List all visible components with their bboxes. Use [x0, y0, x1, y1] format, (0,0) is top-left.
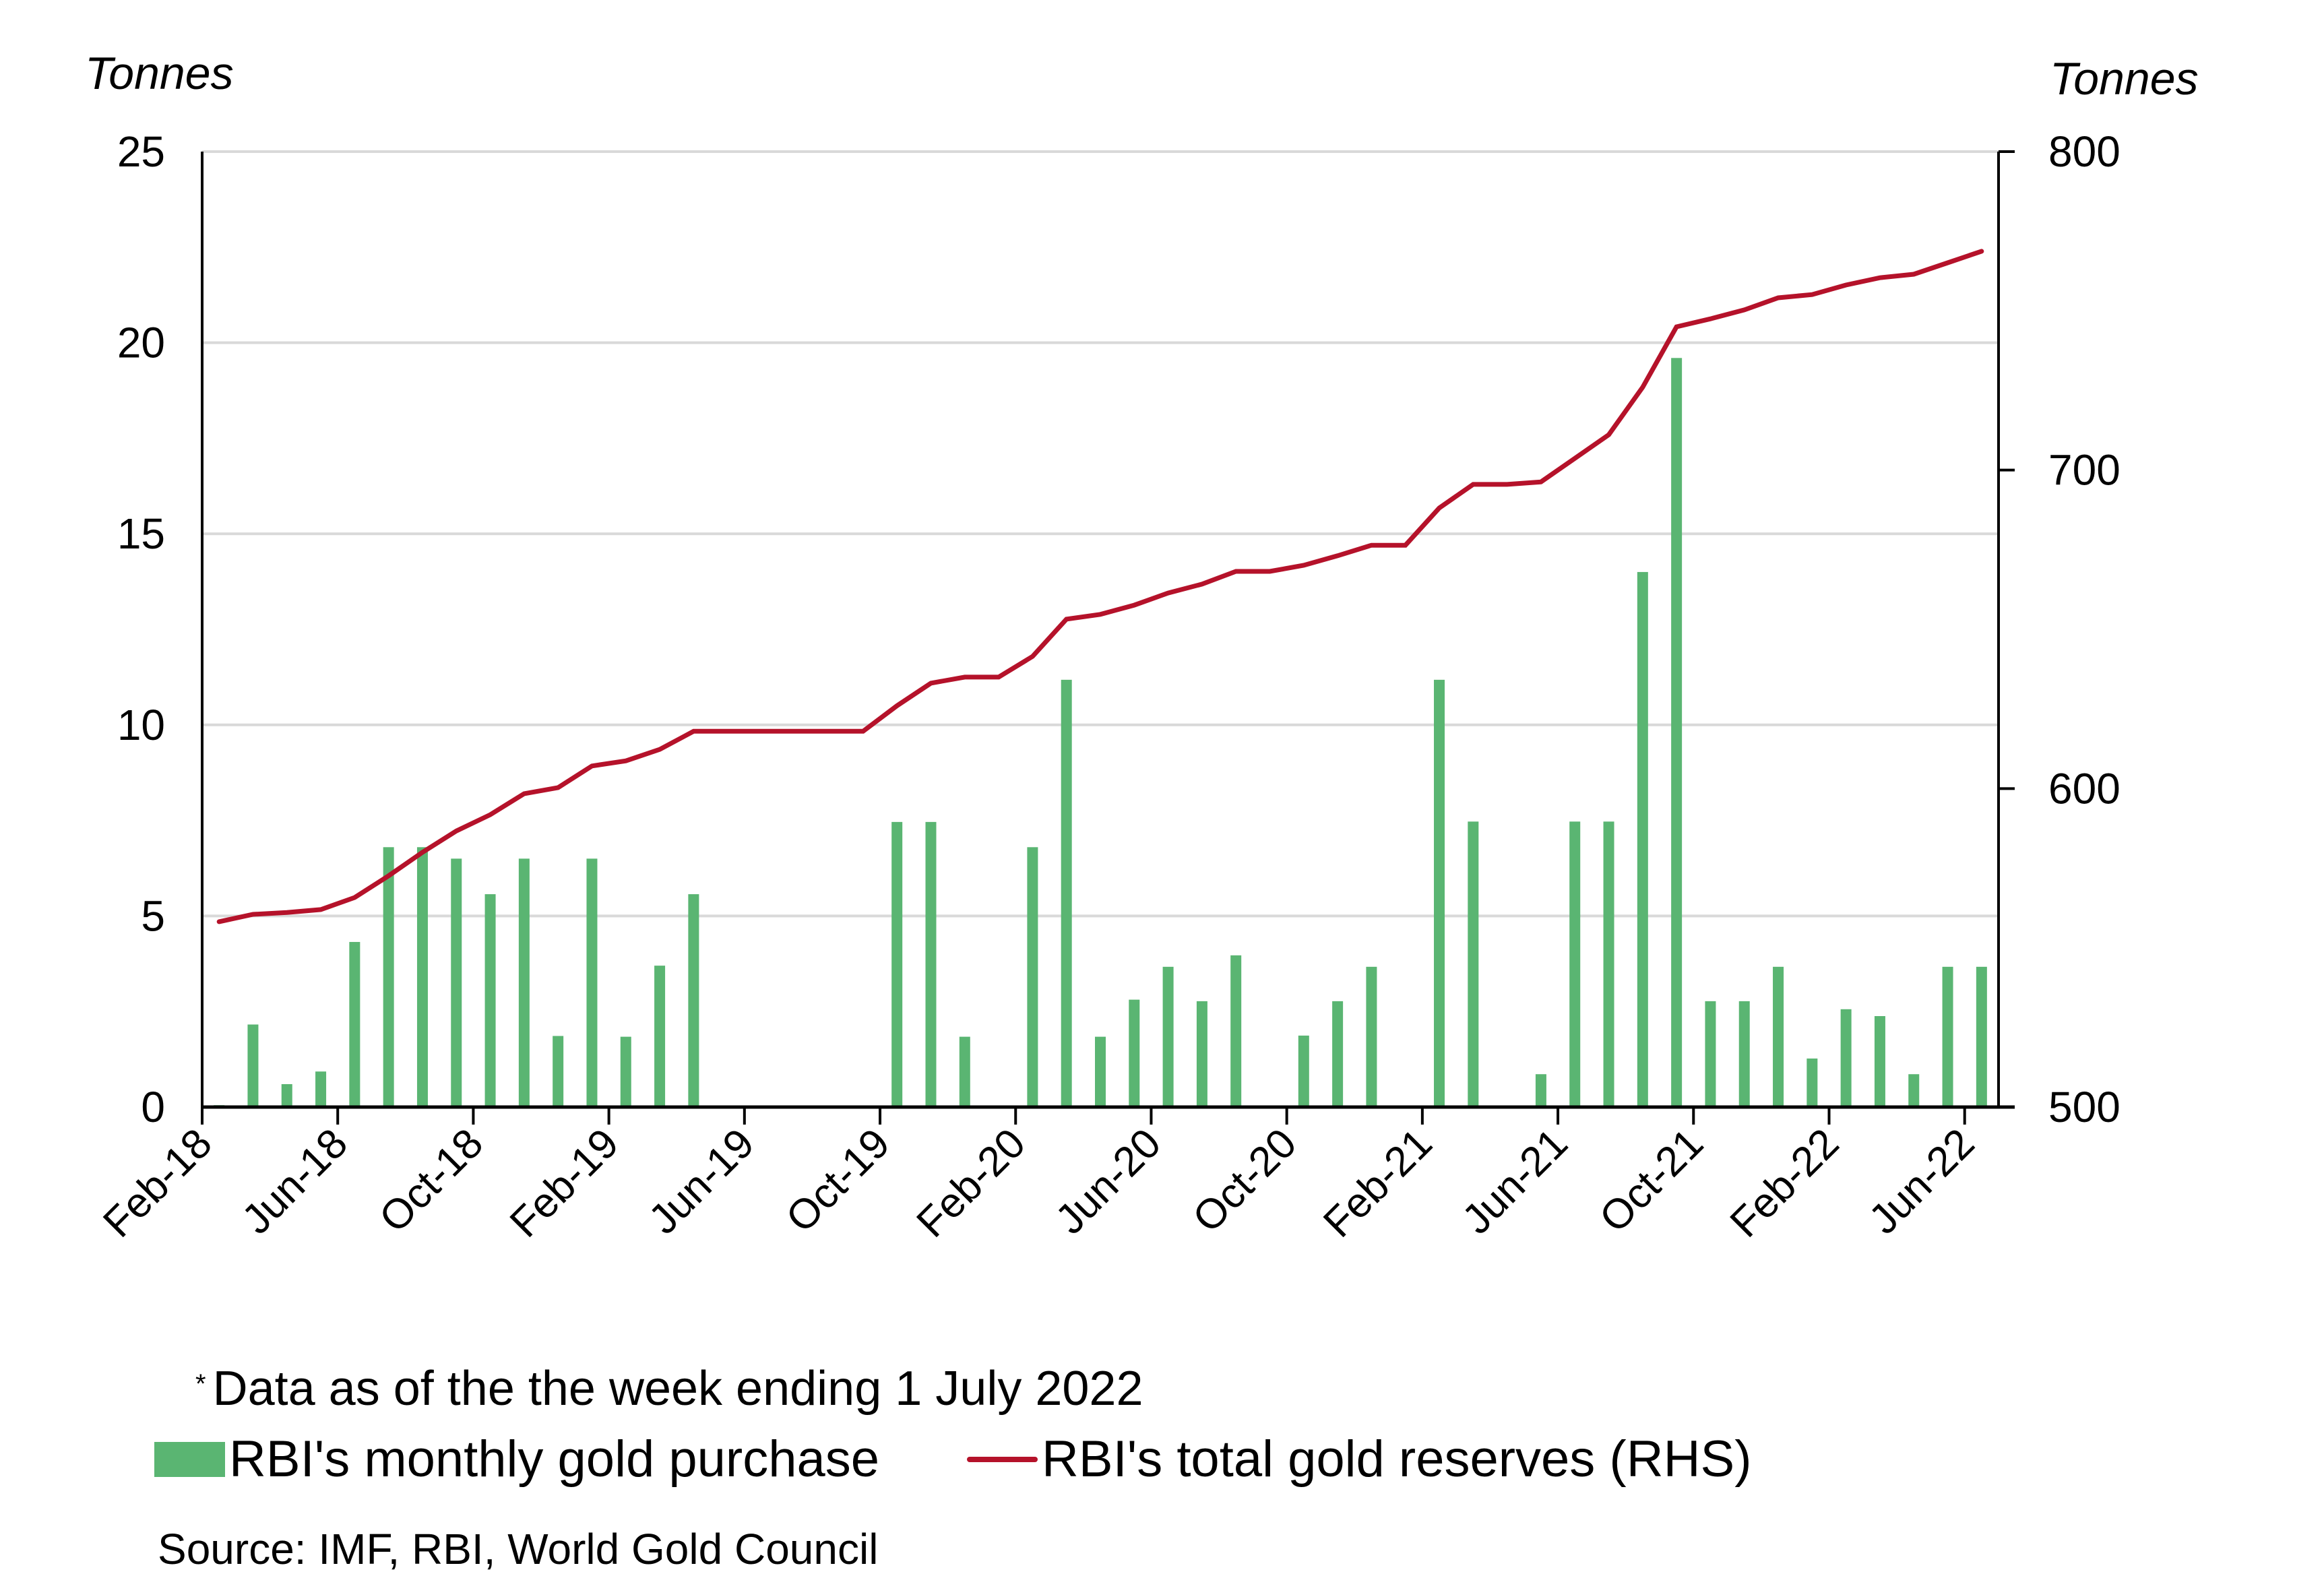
bar — [1468, 821, 1479, 1107]
bar — [688, 894, 699, 1107]
bar — [586, 858, 598, 1107]
bar — [349, 941, 360, 1107]
x-tick-label: Feb-21 — [1315, 1120, 1441, 1247]
source-note: Source: IMF, RBI, World Gold Council — [158, 1525, 879, 1573]
right-tick-label: 800 — [2048, 127, 2121, 176]
bar — [1671, 358, 1683, 1107]
right-axis-unit-label: Tonnes — [2050, 53, 2199, 104]
bar — [247, 1024, 259, 1107]
x-tick-label: Oct-19 — [778, 1120, 899, 1241]
bar — [1162, 966, 1174, 1107]
legend-label-bar: RBI's monthly gold purchase — [229, 1430, 879, 1488]
note-asterisk: * — [195, 1369, 206, 1399]
bar — [1637, 571, 1648, 1107]
bar — [925, 821, 937, 1107]
legend: RBI's monthly gold purchase RBI's total … — [154, 1430, 1752, 1488]
left-axis-ticks: 0 5 10 15 20 25 — [117, 127, 165, 1131]
right-tick-label: 500 — [2048, 1083, 2121, 1131]
x-tick-label: Jun-21 — [1453, 1120, 1577, 1243]
left-tick-label: 15 — [117, 509, 165, 558]
bar — [1129, 999, 1140, 1107]
bar — [1874, 1016, 1885, 1107]
data-note: * Data as of the the week ending 1 July 2… — [195, 1361, 1143, 1416]
bar — [383, 847, 394, 1107]
bar — [1196, 1001, 1207, 1107]
x-tick-label: Jun-20 — [1047, 1120, 1170, 1243]
x-tick-label: Oct-20 — [1184, 1120, 1305, 1241]
bar — [1569, 821, 1581, 1107]
bar — [281, 1083, 292, 1107]
note-text: Data as of the the week ending 1 July 20… — [212, 1362, 1143, 1416]
bar — [416, 847, 428, 1107]
left-tick-label: 20 — [117, 319, 165, 367]
gridlines — [202, 150, 1999, 918]
axes — [201, 152, 2015, 1109]
bar — [553, 1036, 564, 1107]
bar — [1840, 1009, 1852, 1107]
bar — [1603, 821, 1614, 1107]
x-tick-label: Feb-19 — [501, 1120, 628, 1247]
legend-label-line: RBI's total gold reserves (RHS) — [1042, 1430, 1752, 1488]
bar — [1942, 966, 1953, 1107]
bar — [1298, 1035, 1309, 1107]
right-tick-label: 600 — [2048, 764, 2121, 813]
bar — [484, 894, 496, 1107]
bar — [451, 858, 462, 1107]
x-tick-label: Feb-20 — [908, 1120, 1034, 1247]
left-tick-label: 0 — [141, 1083, 165, 1131]
bar — [1976, 966, 1987, 1107]
x-tick-label: Jun-18 — [233, 1120, 356, 1243]
left-tick-label: 25 — [117, 127, 165, 176]
reserves-line — [216, 249, 1984, 924]
bar — [315, 1071, 327, 1107]
bar — [654, 966, 666, 1107]
bar — [959, 1036, 970, 1107]
bar — [1061, 679, 1072, 1107]
bar — [1908, 1074, 1920, 1107]
bar — [518, 858, 530, 1107]
x-tick-label: Jun-22 — [1860, 1120, 1984, 1243]
bar — [1705, 1001, 1716, 1107]
bar — [1738, 1001, 1750, 1107]
bar — [1095, 1036, 1106, 1107]
bar-series — [214, 358, 1987, 1107]
legend-swatch-line — [967, 1456, 1038, 1462]
bar — [620, 1036, 631, 1107]
bar — [1366, 966, 1377, 1107]
x-tick-label: Feb-18 — [94, 1120, 221, 1247]
bar — [1535, 1074, 1546, 1107]
legend-swatch-bar — [154, 1441, 225, 1477]
bar — [1027, 847, 1038, 1107]
x-tick-label: Oct-18 — [371, 1120, 492, 1241]
right-axis-ticks: 500 600 700 800 — [1999, 127, 2121, 1131]
x-axis-ticks: Feb-18 Jun-18 Oct-18 Feb-19 Jun-19 Oct-19 Feb-… — [94, 1107, 1984, 1247]
x-tick-label: Oct-21 — [1591, 1120, 1712, 1241]
left-axis-unit-label: Tonnes — [85, 48, 234, 99]
bar — [1773, 966, 1784, 1107]
bar — [891, 821, 903, 1107]
right-tick-label: 700 — [2048, 446, 2121, 495]
bar — [1807, 1058, 1818, 1107]
left-tick-label: 5 — [141, 891, 165, 940]
bar — [1332, 1001, 1344, 1107]
x-tick-label: Feb-22 — [1722, 1120, 1848, 1247]
left-tick-label: 10 — [117, 701, 165, 749]
bar — [1230, 955, 1242, 1107]
x-tick-label: Jun-19 — [640, 1120, 763, 1243]
bar — [1434, 679, 1445, 1107]
line-series — [216, 249, 1984, 924]
